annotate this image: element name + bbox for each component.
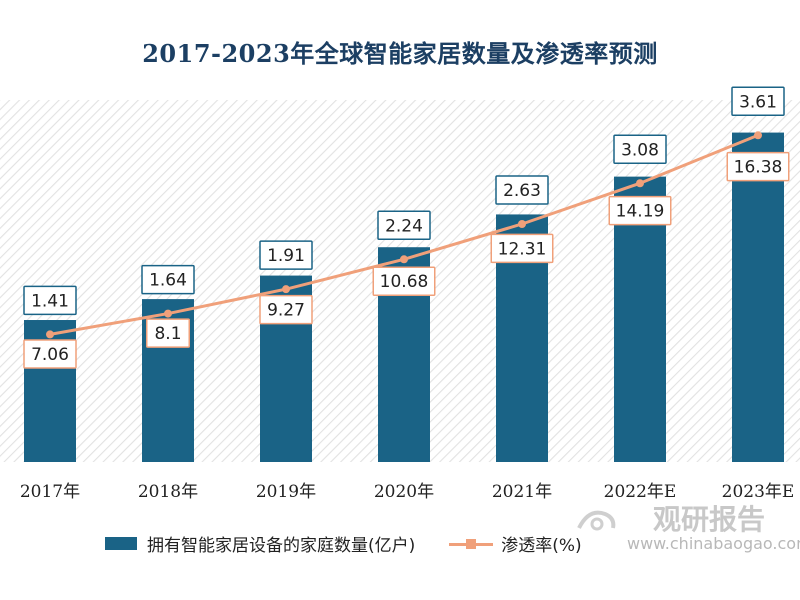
line-value-label-6: 3.61	[731, 86, 785, 117]
line-point-2	[282, 285, 290, 294]
bar-value-label-1: 8.1	[146, 318, 190, 348]
bar-value-label-0-text: 7.06	[31, 345, 69, 365]
x-tick-label-1: 2018年	[138, 482, 198, 502]
x-tick-label-4: 2021年	[492, 482, 552, 502]
line-value-label-6-box	[731, 86, 785, 117]
line-value-label-3: 2.24	[377, 210, 431, 241]
bar-value-label-4: 12.31	[490, 233, 554, 264]
bar-6	[732, 132, 784, 462]
line-value-label-0-box	[23, 285, 77, 316]
line-value-label-0-text: 1.41	[31, 291, 69, 311]
line-value-label-1-text: 1.64	[149, 271, 187, 291]
watermark-sub-text: www.chinabaogao.com	[627, 534, 800, 553]
bar-value-label-3-text: 10.68	[380, 272, 429, 292]
x-tick-label-5: 2022年E	[604, 482, 677, 502]
x-tick-label-2: 2019年	[256, 482, 316, 502]
bar-value-label-1-box	[146, 318, 190, 348]
line-point-6	[754, 131, 762, 140]
line-value-label-5-box	[613, 134, 667, 165]
bar-value-label-3: 10.68	[372, 266, 436, 296]
bar-value-label-2: 9.27	[259, 294, 313, 325]
bar-value-label-2-text: 9.27	[267, 301, 305, 321]
line-value-label-4: 2.63	[495, 175, 549, 205]
legend-swatch-bar	[105, 536, 137, 550]
bar-value-label-5: 14.19	[608, 195, 672, 226]
legend: 拥有智能家居设备的家庭数量(亿户) 渗透率(%)	[105, 522, 800, 564]
line-value-label-2: 1.91	[259, 240, 313, 270]
line-value-label-1: 1.64	[141, 264, 195, 295]
watermark-main-text: 观研报告	[653, 503, 766, 536]
line-value-label-5: 3.08	[613, 134, 667, 165]
line-series	[46, 131, 762, 339]
data-labels: 7.06 8.1 9.27 10.68 12.31 14.19 16.38 1.41 1.64 1…	[23, 86, 790, 369]
line-value-label-6-text: 3.61	[739, 92, 777, 112]
bar-value-label-1-text: 8.1	[154, 324, 181, 344]
line-value-label-4-box	[495, 175, 549, 205]
watermark: 观研报告 www.chinabaogao.com	[575, 498, 800, 558]
bar-value-label-6-text: 16.38	[734, 158, 783, 178]
bar-value-label-6: 16.38	[726, 151, 790, 182]
bar-value-label-3-box	[372, 266, 436, 296]
bar-value-label-0: 7.06	[23, 339, 77, 369]
line-point-0	[46, 330, 54, 339]
bar-value-label-5-text: 14.19	[616, 202, 665, 222]
watermark-logo-icon	[577, 510, 616, 531]
line-point-4	[518, 219, 526, 228]
bar-value-label-4-box	[490, 233, 554, 264]
legend-label-penetration: 渗透率(%)	[501, 535, 582, 556]
line-point-5	[636, 179, 644, 188]
legend-label-households: 拥有智能家居设备的家庭数量(亿户)	[147, 535, 416, 556]
line-point-3	[400, 255, 408, 264]
bar-value-label-6-box	[726, 151, 790, 182]
x-tick-label-0: 2017年	[20, 482, 80, 502]
bar-value-label-0-box	[23, 339, 77, 369]
line-value-label-2-box	[259, 240, 313, 270]
line-value-label-0: 1.41	[23, 285, 77, 316]
legend-swatch-line	[449, 537, 494, 550]
line-point-1	[164, 309, 172, 318]
line-value-label-3-text: 2.24	[385, 216, 423, 236]
x-tick-label-3: 2020年	[374, 482, 434, 502]
x-tick-label-6: 2023年E	[722, 482, 795, 502]
bar-value-label-5-box	[608, 195, 672, 226]
line-value-label-2-text: 1.91	[267, 246, 305, 266]
line-value-label-5-text: 3.08	[621, 140, 659, 160]
bar-value-label-4-text: 12.31	[498, 239, 547, 259]
bar-value-label-2-box	[259, 294, 313, 325]
x-axis-tick-labels: 2017年 2018年 2019年 2020年 2021年 2022年E 2023年E	[20, 482, 794, 502]
line-value-label-4-text: 2.63	[503, 181, 541, 201]
chart-title: 2017-2023年全球智能家居数量及渗透率预测	[142, 39, 658, 68]
line-value-label-1-box	[141, 264, 195, 295]
line-value-label-3-box	[377, 210, 431, 241]
